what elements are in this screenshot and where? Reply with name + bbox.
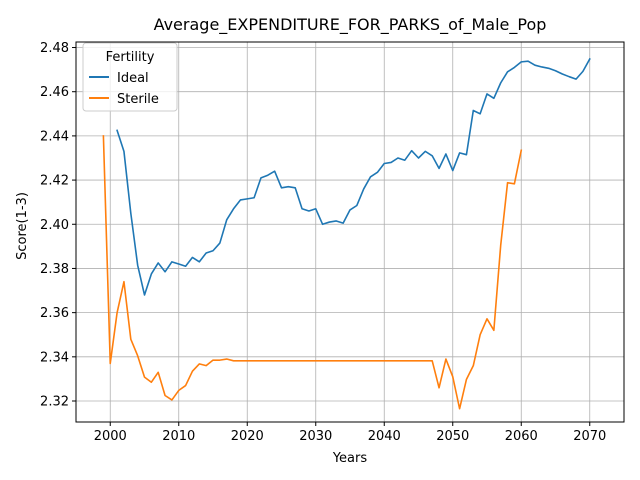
- x-tick-label: 2070: [573, 429, 606, 444]
- x-axis-ticks: 2000 2010 2020 2030 2040 2050 2060 2070: [94, 422, 606, 444]
- y-tick-label: 2.40: [40, 218, 69, 233]
- x-tick-label: 2050: [436, 429, 469, 444]
- x-tick-label: 2040: [368, 429, 401, 444]
- y-tick-label: 2.32: [40, 395, 69, 410]
- x-tick-label: 2010: [162, 429, 195, 444]
- y-tick-label: 2.34: [40, 350, 69, 365]
- y-tick-label: 2.36: [40, 306, 69, 321]
- x-tick-label: 2030: [299, 429, 332, 444]
- x-tick-label: 2060: [505, 429, 538, 444]
- x-tick-label: 2020: [231, 429, 264, 444]
- legend-title: Fertility: [106, 50, 155, 65]
- x-tick-label: 2000: [94, 429, 127, 444]
- plot-frame: [75, 41, 625, 423]
- legend-box: [82, 42, 178, 112]
- y-tick-label: 2.42: [40, 174, 69, 189]
- y-axis-ticks: 2.32 2.34 2.36 2.38 2.40 2.42 2.44 2.46 2.48: [40, 41, 76, 410]
- series-line-sterile: [102, 135, 523, 410]
- x-axis-label: Years: [332, 451, 368, 466]
- chart-title: Average_EXPENDITURE_FOR_PARKS_of_Male_Po…: [154, 15, 547, 35]
- y-axis-label: Score(1-3): [15, 192, 30, 260]
- legend-label-sterile: Sterile: [117, 92, 159, 107]
- grid-layer: [76, 42, 624, 422]
- series-line-ideal: [116, 57, 591, 296]
- y-tick-label: 2.48: [40, 41, 69, 56]
- series-layer: [102, 57, 591, 410]
- y-tick-label: 2.46: [40, 85, 69, 100]
- legend: Fertility Ideal Sterile: [82, 42, 178, 112]
- y-tick-label: 2.38: [40, 262, 69, 277]
- legend-label-ideal: Ideal: [117, 71, 149, 86]
- y-tick-label: 2.44: [40, 129, 69, 144]
